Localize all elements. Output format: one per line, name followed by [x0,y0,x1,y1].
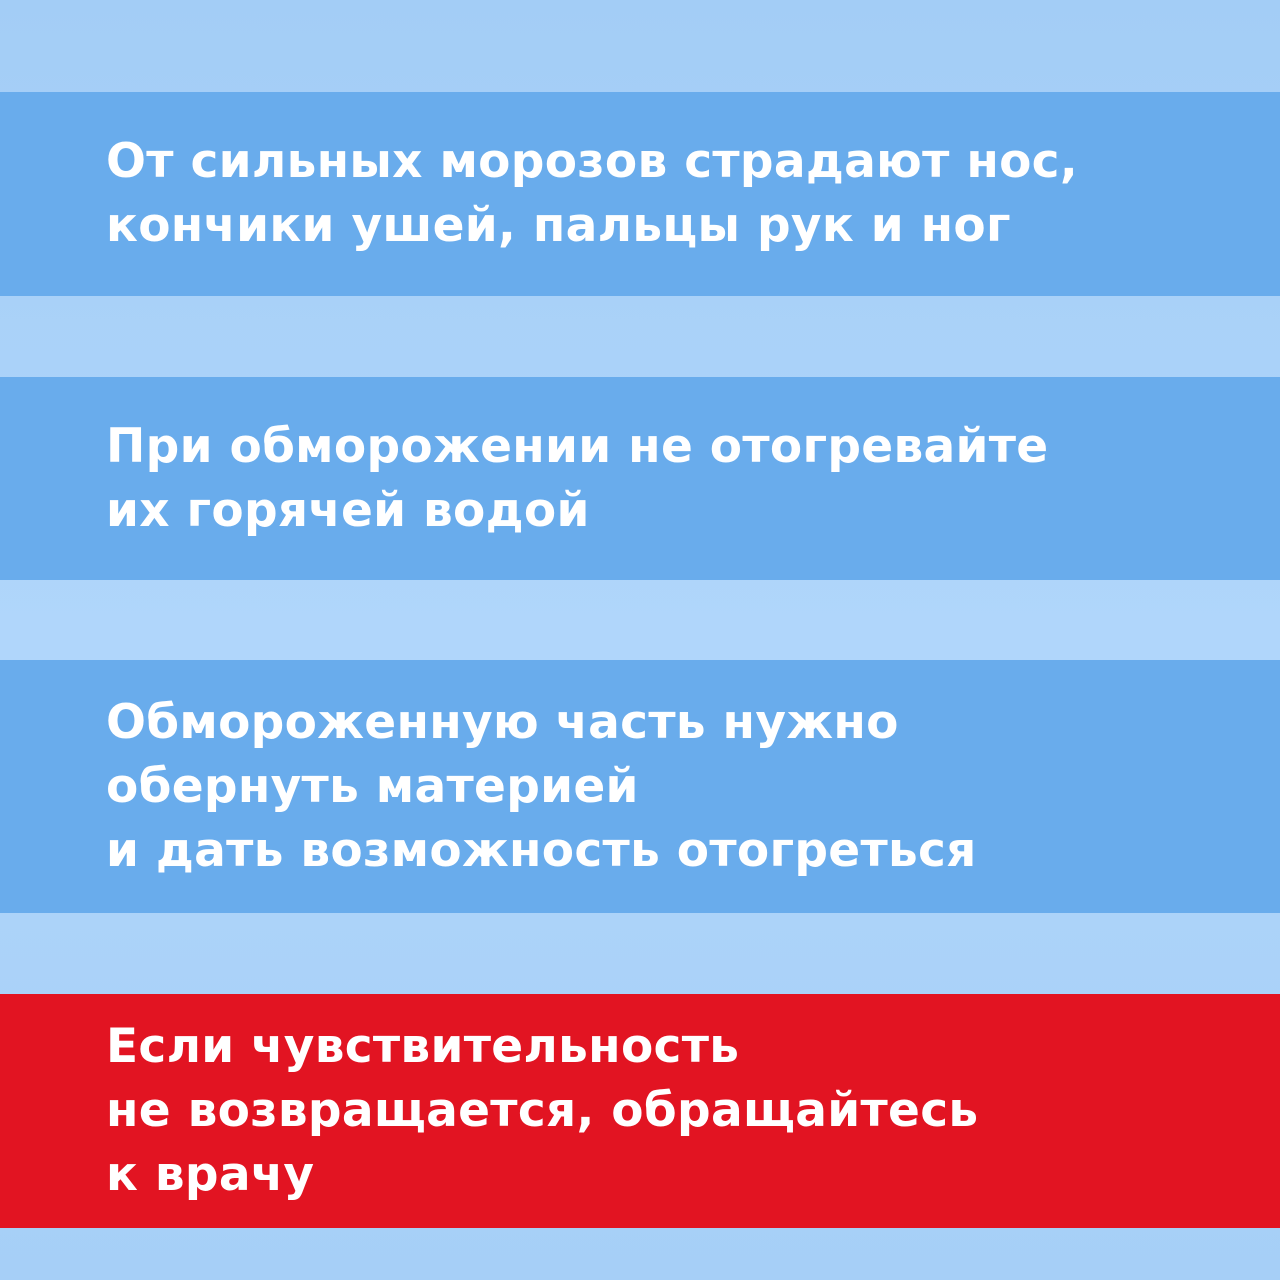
tip-text-line: От сильных морозов страдают нос, [106,134,1078,189]
tip-text-line: обернуть материей [106,758,639,814]
warning-text-line: не возвращается, обращайтесь [106,1083,979,1138]
warning-block-see-doctor: Если чувствительность не возвращается, о… [0,994,1280,1228]
tip-text-line: Обмороженную часть нужно [106,694,899,750]
tip-text-line: кончики ушей, пальцы рук и ног [106,198,1011,253]
tip-text-line: и дать возможность отогреться [106,822,977,878]
warning-text-line: Если чувствительность [106,1019,740,1074]
tip-text-line: их горячей водой [106,482,590,538]
tip-text-line: При обморожении не отогревайте [106,418,1049,474]
tip-block-frostbite-areas: От сильных морозов страдают нос, кончики… [0,92,1280,296]
tip-block-no-hot-water: При обморожении не отогревайте их горяче… [0,377,1280,580]
warning-text-line: к врачу [106,1147,315,1202]
tip-block-wrap-in-cloth: Обмороженную часть нужно обернуть матери… [0,660,1280,913]
